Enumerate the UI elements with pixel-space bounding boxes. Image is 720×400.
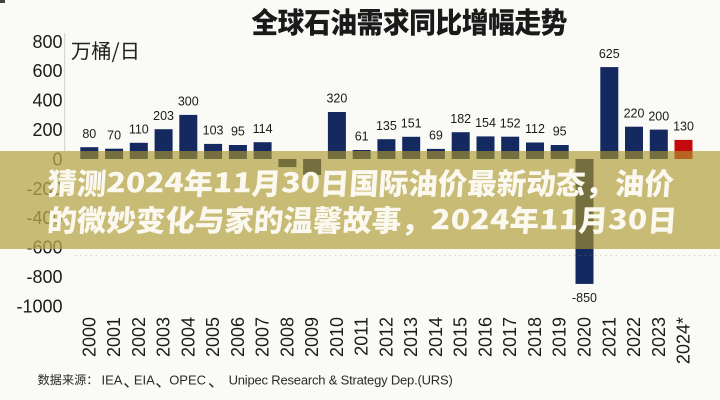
svg-text:182: 182 [450, 112, 471, 126]
svg-text:2005: 2005 [203, 317, 223, 357]
svg-text:2022: 2022 [624, 317, 644, 357]
svg-text:203: 203 [153, 109, 174, 123]
svg-text:300: 300 [178, 95, 199, 109]
svg-text:-600: -600 [26, 238, 62, 258]
svg-text:110: 110 [129, 123, 149, 137]
svg-text:152: 152 [500, 116, 521, 130]
svg-text:2010: 2010 [327, 317, 347, 357]
svg-text:2012: 2012 [376, 317, 396, 357]
svg-text:2017: 2017 [500, 317, 520, 357]
svg-text:600: 600 [32, 61, 62, 81]
svg-text:69: 69 [429, 129, 443, 143]
svg-text:2020: 2020 [575, 317, 595, 357]
svg-text:Unipec Research & Strategy Dep: Unipec Research & Strategy Dep.(URS) [229, 373, 453, 388]
svg-text:103: 103 [203, 124, 224, 138]
svg-text:95: 95 [553, 125, 567, 139]
svg-text:2009: 2009 [302, 317, 322, 357]
svg-text:2004: 2004 [178, 317, 198, 357]
svg-text:2006: 2006 [228, 317, 248, 357]
svg-text:2023: 2023 [649, 317, 669, 357]
svg-text:2007: 2007 [253, 317, 273, 357]
svg-text:2016: 2016 [476, 317, 496, 357]
svg-text:2003: 2003 [154, 317, 174, 357]
svg-text:114: 114 [253, 122, 273, 136]
svg-text:OPEC: OPEC [169, 373, 206, 388]
svg-text:2002: 2002 [129, 317, 149, 357]
svg-text:2014: 2014 [426, 317, 446, 357]
svg-text:112: 112 [525, 122, 545, 136]
svg-text:130: 130 [673, 120, 694, 134]
svg-text:320: 320 [326, 92, 347, 106]
svg-text:2015: 2015 [451, 317, 471, 357]
svg-text:IEA: IEA [102, 373, 123, 388]
svg-text:2018: 2018 [525, 317, 545, 357]
svg-text:2024*: 2024* [674, 317, 694, 364]
svg-text:220: 220 [624, 106, 645, 120]
svg-text:2000: 2000 [79, 317, 99, 357]
svg-text:2021: 2021 [599, 317, 619, 357]
svg-text:EIA: EIA [134, 373, 155, 388]
svg-text:-1000: -1000 [16, 296, 62, 316]
svg-text:-850: -850 [572, 291, 597, 305]
svg-text:2008: 2008 [277, 317, 297, 357]
svg-text:135: 135 [376, 119, 397, 133]
svg-text:400: 400 [32, 91, 62, 111]
svg-text:200: 200 [648, 109, 669, 123]
svg-text:80: 80 [82, 127, 96, 141]
svg-text:61: 61 [355, 130, 369, 144]
svg-text:-800: -800 [26, 267, 62, 287]
svg-text:625: 625 [599, 47, 620, 61]
svg-text:95: 95 [231, 125, 245, 139]
svg-text:2001: 2001 [104, 317, 124, 357]
svg-text:70: 70 [107, 128, 121, 142]
svg-text:800: 800 [32, 32, 62, 52]
svg-text:2011: 2011 [352, 317, 372, 356]
svg-text:154: 154 [475, 116, 496, 130]
svg-text:151: 151 [401, 117, 422, 131]
svg-text:2013: 2013 [401, 317, 421, 357]
svg-text:2019: 2019 [550, 317, 570, 357]
svg-text:200: 200 [32, 120, 62, 140]
